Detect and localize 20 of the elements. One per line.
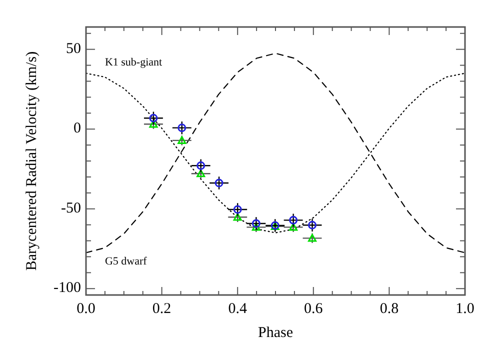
point	[308, 234, 317, 242]
x-tick-label: 0.0	[76, 301, 96, 317]
point	[178, 136, 186, 144]
y-tick-label: 50	[66, 40, 81, 57]
x-tick-label: 1.0	[456, 301, 474, 317]
y-tick-label: -50	[61, 200, 81, 216]
x-tick-label: 0.8	[380, 301, 399, 317]
x-tick-label: 0.2	[152, 301, 172, 317]
x-tick-label: 0.4	[228, 301, 248, 317]
x-axis-title: Phase	[258, 325, 294, 341]
y-axis-title: Barycentered Radial Velocity (km/s)	[24, 51, 40, 271]
point	[149, 120, 158, 128]
y-tick-label: 0	[74, 120, 81, 137]
series-label: K1 sub-giant	[104, 56, 162, 69]
point	[196, 169, 206, 178]
y-tick-label: -100	[54, 280, 81, 296]
series-label: G5 dwarf	[104, 255, 148, 268]
line-series	[85, 52, 466, 254]
point	[233, 212, 242, 221]
x-tick-label: 0.6	[304, 301, 324, 317]
